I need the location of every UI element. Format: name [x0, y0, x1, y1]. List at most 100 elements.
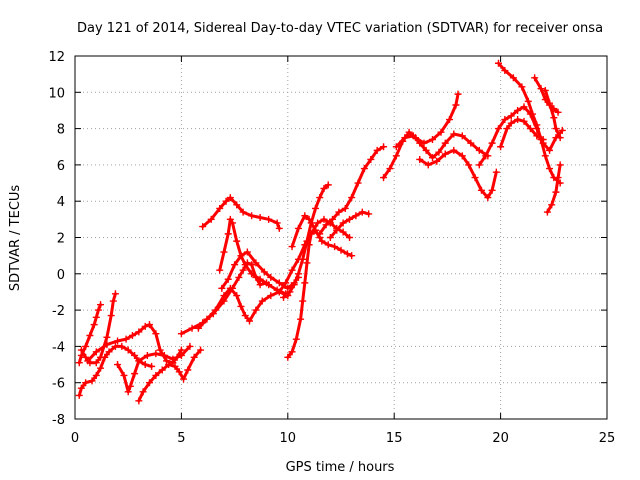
data-point [239, 208, 247, 216]
data-point [220, 248, 228, 256]
data-point [245, 317, 253, 325]
x-tick-label: 20 [492, 431, 509, 446]
data-point [458, 152, 466, 160]
data-point [252, 259, 260, 267]
data-point [86, 332, 94, 340]
data-point [520, 117, 528, 125]
y-tick-label: -4 [52, 340, 65, 355]
data-point [84, 357, 92, 365]
data-point [260, 268, 268, 276]
series-arc-3 [77, 290, 119, 367]
y-tick-label: 8 [57, 123, 65, 138]
data-point [484, 194, 492, 202]
data-point [331, 243, 339, 251]
axis-ticks [74, 55, 608, 420]
data-point [175, 368, 183, 376]
data-point [543, 208, 551, 216]
data-point [373, 146, 381, 154]
data-point [556, 161, 564, 169]
series-arc-9 [199, 194, 283, 232]
series-arc-6 [135, 346, 205, 405]
data-point [97, 353, 105, 361]
data-point [207, 215, 215, 223]
series-line [499, 118, 545, 149]
data-point [280, 293, 288, 301]
data-point [554, 174, 562, 182]
series-arc-5 [114, 342, 194, 396]
data-point [401, 134, 409, 142]
data-point [316, 230, 324, 238]
data-point [145, 379, 153, 387]
data-point [114, 337, 122, 345]
data-point [248, 270, 256, 278]
data-point [301, 241, 309, 249]
data-point [494, 125, 502, 133]
data-point [222, 197, 230, 205]
data-point [324, 241, 332, 249]
data-point [301, 212, 309, 220]
data-point [109, 297, 117, 305]
data-point [177, 351, 185, 359]
data-point [122, 335, 130, 343]
data-point [97, 364, 105, 372]
data-point [275, 224, 283, 232]
data-point [224, 230, 232, 238]
data-point [546, 146, 554, 154]
data-point [165, 361, 173, 369]
data-point [392, 152, 400, 160]
data-point [237, 302, 245, 310]
data-point [288, 243, 296, 251]
data-point [533, 132, 541, 140]
y-tick-label: 12 [48, 50, 65, 65]
data-point [435, 148, 443, 156]
data-point [554, 108, 562, 116]
data-point [186, 342, 194, 350]
data-point [94, 306, 102, 314]
data-point [318, 237, 326, 245]
data-point [537, 85, 545, 93]
data-point [284, 353, 292, 361]
data-point [529, 110, 537, 118]
x-tick-label: 0 [71, 431, 79, 446]
data-point [228, 219, 236, 227]
data-point [220, 292, 228, 300]
y-tick-label: 6 [57, 159, 65, 174]
data-point [286, 288, 294, 296]
data-point [239, 266, 247, 274]
data-point [131, 351, 139, 359]
data-point [243, 248, 251, 256]
data-point [346, 215, 354, 223]
data-point [333, 226, 341, 234]
data-point [143, 351, 151, 359]
data-point [492, 168, 500, 176]
data-point [145, 321, 153, 329]
data-point [488, 186, 496, 194]
data-point [303, 259, 311, 267]
data-point [267, 273, 275, 281]
data-point [141, 322, 149, 330]
data-point [429, 154, 437, 162]
series-line [382, 92, 460, 180]
y-tick-label: 2 [57, 232, 65, 247]
data-point [82, 342, 90, 350]
data-point [256, 275, 264, 283]
data-point [126, 382, 134, 390]
data-point [231, 261, 239, 269]
data-point [92, 371, 100, 379]
series-arc-24 [541, 86, 564, 142]
data-point [135, 397, 143, 405]
series-line [477, 105, 564, 167]
data-point [252, 306, 260, 314]
data-point [75, 391, 83, 399]
data-point [190, 353, 198, 361]
data-point [158, 366, 166, 374]
data-point [488, 139, 496, 147]
data-point [471, 174, 479, 182]
data-point [546, 99, 554, 107]
data-point [429, 135, 437, 143]
data-point [416, 155, 424, 163]
data-point [275, 279, 283, 287]
data-point [114, 361, 122, 369]
data-point [128, 332, 136, 340]
data-point [482, 152, 490, 160]
